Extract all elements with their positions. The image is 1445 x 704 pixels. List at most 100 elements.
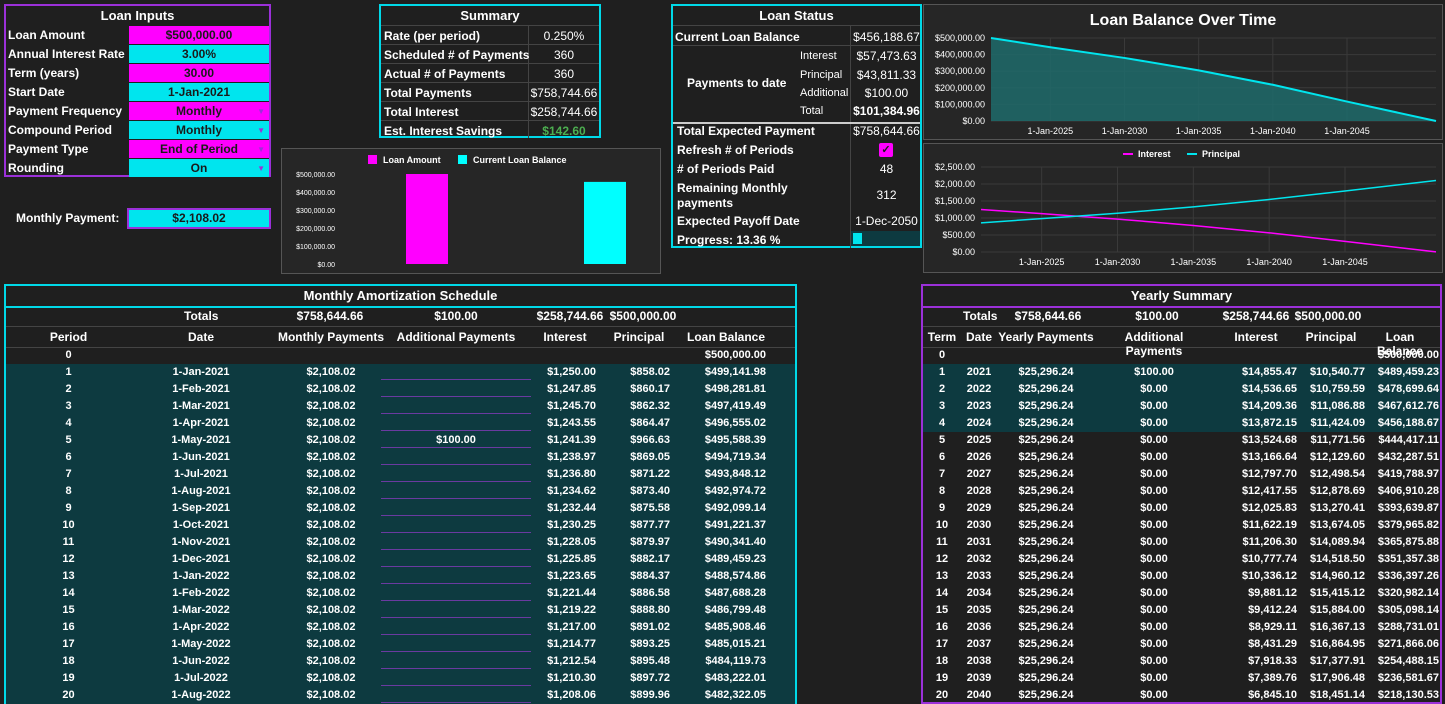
table-row[interactable]: 17 2037 $25,296.24 $0.00 $8,431.29 $16,864.95… xyxy=(923,636,1440,653)
cell-interest: $1,228.05 xyxy=(547,536,596,548)
cell-additional: $100.00 xyxy=(381,433,531,448)
summary-label: Total Interest xyxy=(384,105,459,119)
refresh-periods-checkbox[interactable]: ✓ xyxy=(879,143,893,157)
loan-input-field[interactable]: 3.00% xyxy=(129,45,269,63)
loan-input-field[interactable]: Monthly ▼ xyxy=(129,102,269,120)
table-row[interactable]: 10 2030 $25,296.24 $0.00 $11,622.19 $13,674.0… xyxy=(923,517,1440,534)
cell-balance: $500,000.00 xyxy=(704,349,766,361)
table-row[interactable]: 20 1-Aug-2022 $2,108.02 $1,208.06 $899.96 $48… xyxy=(6,687,795,704)
dropdown-arrow-icon[interactable]: ▼ xyxy=(257,107,265,116)
table-row[interactable]: 12 2032 $25,296.24 $0.00 $10,777.74 $14,518.5… xyxy=(923,551,1440,568)
cell-payments: $25,296.24 xyxy=(1018,383,1074,395)
table-row[interactable]: 11 2031 $25,296.24 $0.00 $11,206.30 $14,089.9… xyxy=(923,534,1440,551)
cell-additional xyxy=(381,637,531,652)
totals-label: Totals xyxy=(184,309,219,323)
loan-input-field[interactable]: 30.00 xyxy=(129,64,269,82)
column-header[interactable]: Monthly Payments xyxy=(277,330,385,344)
monthly-payment-value: $2,108.02 xyxy=(127,208,271,229)
table-row[interactable]: 13 1-Jan-2022 $2,108.02 $1,223.65 $884.37 $48… xyxy=(6,568,795,585)
table-row[interactable]: 0 $500,000.00 xyxy=(6,347,795,364)
cell-period: 5 xyxy=(65,434,72,446)
loan-input-value: 1-Jan-2021 xyxy=(167,85,231,99)
cell-balance: $320,982.14 xyxy=(1377,587,1439,599)
table-row[interactable]: 4 1-Apr-2021 $2,108.02 $1,243.55 $864.47 $496… xyxy=(6,415,795,432)
table-row[interactable]: 5 1-May-2021 $2,108.02 $100.00 $1,241.39 $966… xyxy=(6,432,795,449)
cell-payments: $25,296.24 xyxy=(1018,553,1074,565)
table-row[interactable]: 17 1-May-2022 $2,108.02 $1,214.77 $893.25 $48… xyxy=(6,636,795,653)
table-row[interactable]: 9 1-Sep-2021 $2,108.02 $1,232.44 $875.58 $492… xyxy=(6,500,795,517)
table-row[interactable]: 4 2024 $25,296.24 $0.00 $13,872.15 $11,424.09… xyxy=(923,415,1440,432)
balance-area xyxy=(991,38,1436,121)
cell-additional: $0.00 xyxy=(1140,587,1168,599)
dropdown-arrow-icon[interactable]: ▼ xyxy=(257,164,265,173)
table-row[interactable]: 6 1-Jun-2021 $2,108.02 $1,238.97 $869.05 $494… xyxy=(6,449,795,466)
column-header[interactable]: Term xyxy=(927,330,957,344)
table-row[interactable]: 3 1-Mar-2021 $2,108.02 $1,245.70 $862.32 $497… xyxy=(6,398,795,415)
table-row[interactable]: 15 1-Mar-2022 $2,108.02 $1,219.22 $888.80 $48… xyxy=(6,602,795,619)
cell-interest: $11,622.19 xyxy=(1242,519,1297,531)
table-row[interactable]: 11 1-Nov-2021 $2,108.02 $1,228.05 $879.97 $49… xyxy=(6,534,795,551)
additional-label: Additional xyxy=(800,87,849,99)
column-header[interactable]: Interest xyxy=(1234,330,1278,344)
table-row[interactable]: 14 2034 $25,296.24 $0.00 $9,881.12 $15,415.12… xyxy=(923,585,1440,602)
cell-payments: $25,296.24 xyxy=(1018,621,1074,633)
cell-principal: $886.58 xyxy=(630,587,670,599)
table-row[interactable]: 16 2036 $25,296.24 $0.00 $8,929.11 $16,367.13… xyxy=(923,619,1440,636)
column-header[interactable]: Date xyxy=(187,330,214,344)
table-row[interactable]: 5 2025 $25,296.24 $0.00 $13,524.68 $11,771.56… xyxy=(923,432,1440,449)
cell-date: 1-Jun-2021 xyxy=(172,451,230,463)
column-header[interactable]: Period xyxy=(49,330,88,344)
cell-term: 10 xyxy=(935,519,949,531)
table-row[interactable]: 9 2029 $25,296.24 $0.00 $12,025.83 $13,270.41… xyxy=(923,500,1440,517)
cell-balance: $492,099.14 xyxy=(704,502,766,514)
table-row[interactable]: 3 2023 $25,296.24 $0.00 $14,209.36 $11,086.88… xyxy=(923,398,1440,415)
column-header[interactable]: Additional Payments xyxy=(396,330,516,344)
table-row[interactable]: 20 2040 $25,296.24 $0.00 $6,845.10 $18,451.14… xyxy=(923,687,1440,704)
column-header[interactable]: Principal xyxy=(1305,330,1357,344)
table-row[interactable]: 2 2022 $25,296.24 $0.00 $14,536.65 $10,759.59… xyxy=(923,381,1440,398)
table-row[interactable]: 1 2021 $25,296.24 $100.00 $14,855.47 $10,540.… xyxy=(923,364,1440,381)
table-row[interactable]: 12 1-Dec-2021 $2,108.02 $1,225.85 $882.17 $48… xyxy=(6,551,795,568)
column-header[interactable]: Additional Payments xyxy=(1124,330,1184,358)
table-row[interactable]: 0 $500,000.00 xyxy=(923,347,1440,364)
table-row[interactable]: 19 2039 $25,296.24 $0.00 $7,389.76 $17,906.48… xyxy=(923,670,1440,687)
column-header[interactable]: Interest xyxy=(543,330,587,344)
table-row[interactable]: 2 1-Feb-2021 $2,108.02 $1,247.85 $860.17 $498… xyxy=(6,381,795,398)
loan-input-field[interactable]: End of Period ▼ xyxy=(129,140,269,158)
table-row[interactable]: 8 1-Aug-2021 $2,108.02 $1,234.62 $873.40 $492… xyxy=(6,483,795,500)
cell-additional xyxy=(381,569,531,584)
dropdown-arrow-icon[interactable]: ▼ xyxy=(257,145,265,154)
cell-period: 11 xyxy=(62,536,75,548)
dropdown-arrow-icon[interactable]: ▼ xyxy=(257,126,265,135)
loan-input-field[interactable]: On ▼ xyxy=(129,159,269,177)
totals-value: $100.00 xyxy=(434,309,478,323)
column-header[interactable]: Loan Balance xyxy=(686,330,766,344)
loan-input-field[interactable]: 1-Jan-2021 xyxy=(129,83,269,101)
table-row[interactable]: 15 2035 $25,296.24 $0.00 $9,412.24 $15,884.00… xyxy=(923,602,1440,619)
cell-date: 2035 xyxy=(966,604,992,616)
loan-input-field[interactable]: $500,000.00 xyxy=(129,26,269,44)
cell-additional: $0.00 xyxy=(1140,485,1168,497)
table-row[interactable]: 1 1-Jan-2021 $2,108.02 $1,250.00 $858.02 $499… xyxy=(6,364,795,381)
table-row[interactable]: 14 1-Feb-2022 $2,108.02 $1,221.44 $886.58 $48… xyxy=(6,585,795,602)
table-row[interactable]: 7 1-Jul-2021 $2,108.02 $1,236.80 $871.22 $493… xyxy=(6,466,795,483)
cell-monthly: $2,108.02 xyxy=(306,655,356,667)
cell-term: 14 xyxy=(935,587,949,599)
table-row[interactable]: 18 2038 $25,296.24 $0.00 $7,918.33 $17,377.91… xyxy=(923,653,1440,670)
table-row[interactable]: 7 2027 $25,296.24 $0.00 $12,797.70 $12,498.54… xyxy=(923,466,1440,483)
cell-payments: $25,296.24 xyxy=(1018,485,1074,497)
column-header[interactable]: Principal xyxy=(613,330,665,344)
cell-term: 13 xyxy=(935,570,949,582)
table-row[interactable]: 6 2026 $25,296.24 $0.00 $13,166.64 $12,129.60… xyxy=(923,449,1440,466)
loan-input-field[interactable]: Monthly ▼ xyxy=(129,121,269,139)
column-header[interactable]: Date xyxy=(965,330,992,344)
column-header[interactable]: Yearly Payments xyxy=(998,330,1094,344)
table-row[interactable]: 8 2028 $25,296.24 $0.00 $12,417.55 $12,878.69… xyxy=(923,483,1440,500)
column-header[interactable]: Loan Balance xyxy=(1376,330,1424,358)
table-row[interactable]: 16 1-Apr-2022 $2,108.02 $1,217.00 $891.02 $48… xyxy=(6,619,795,636)
table-row[interactable]: 18 1-Jun-2022 $2,108.02 $1,212.54 $895.48 $48… xyxy=(6,653,795,670)
table-row[interactable]: 13 2033 $25,296.24 $0.00 $10,336.12 $14,960.1… xyxy=(923,568,1440,585)
table-row[interactable]: 19 1-Jul-2022 $2,108.02 $1,210.30 $897.72 $48… xyxy=(6,670,795,687)
totals-row: Totals $758,644.66 $100.00 $258,744.66 $500,… xyxy=(923,307,1440,326)
table-row[interactable]: 10 1-Oct-2021 $2,108.02 $1,230.25 $877.77 $49… xyxy=(6,517,795,534)
